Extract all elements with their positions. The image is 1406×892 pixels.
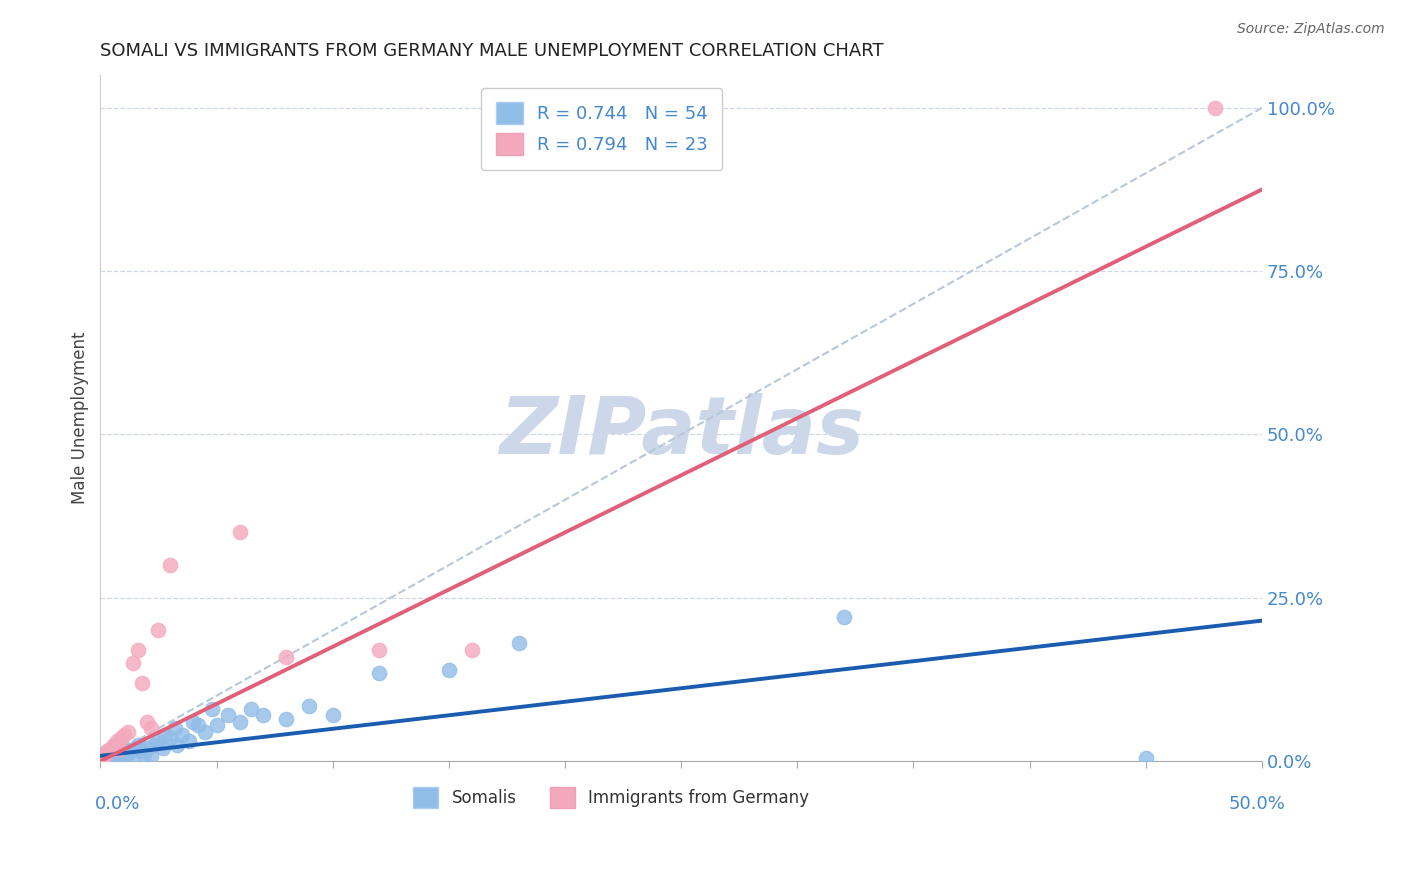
Point <box>141 722 163 736</box>
Point <box>105 734 128 748</box>
Point <box>135 741 157 756</box>
Point <box>166 738 188 752</box>
Point <box>194 724 217 739</box>
Point <box>1135 751 1157 765</box>
Point <box>96 744 118 758</box>
Point <box>240 702 263 716</box>
Point <box>112 747 135 762</box>
Point <box>181 714 204 729</box>
Point <box>110 746 132 760</box>
Point <box>201 702 224 716</box>
Point <box>112 741 135 756</box>
Point <box>368 643 391 657</box>
Point <box>229 525 252 540</box>
Point <box>142 738 165 752</box>
Point <box>124 742 146 756</box>
Point <box>461 643 484 657</box>
Point <box>368 665 391 680</box>
Point <box>108 742 131 756</box>
Point <box>91 751 114 765</box>
Point <box>832 610 855 624</box>
Point <box>177 734 200 748</box>
Point <box>94 747 117 762</box>
Text: 50.0%: 50.0% <box>1229 795 1285 814</box>
Point <box>108 748 131 763</box>
Text: SOMALI VS IMMIGRANTS FROM GERMANY MALE UNEMPLOYMENT CORRELATION CHART: SOMALI VS IMMIGRANTS FROM GERMANY MALE U… <box>100 42 884 60</box>
Point <box>135 714 157 729</box>
Point <box>152 741 174 756</box>
Point <box>159 558 181 573</box>
Point <box>105 742 128 756</box>
Point <box>127 643 149 657</box>
Point <box>322 708 344 723</box>
Point <box>112 728 135 742</box>
Point <box>148 734 170 748</box>
Y-axis label: Male Unemployment: Male Unemployment <box>72 332 89 504</box>
Point <box>101 744 124 758</box>
Point <box>155 728 177 742</box>
Point <box>117 724 139 739</box>
Point <box>229 714 252 729</box>
Point <box>205 718 228 732</box>
Point <box>148 624 170 638</box>
Text: ZIPatlas: ZIPatlas <box>499 392 863 471</box>
Point <box>276 712 298 726</box>
Text: 0.0%: 0.0% <box>94 795 141 814</box>
Point <box>187 718 209 732</box>
Point <box>103 738 125 752</box>
Point <box>298 698 321 713</box>
Point <box>94 748 117 763</box>
Point <box>1204 101 1226 115</box>
Point <box>98 748 121 763</box>
Point <box>103 751 125 765</box>
Point <box>110 731 132 746</box>
Point <box>127 738 149 752</box>
Point <box>98 742 121 756</box>
Point <box>91 751 114 765</box>
Point <box>108 744 131 758</box>
Point <box>96 747 118 762</box>
Point <box>217 708 239 723</box>
Legend: Somalis, Immigrants from Germany: Somalis, Immigrants from Germany <box>406 780 815 814</box>
Point <box>101 748 124 763</box>
Point <box>122 656 145 670</box>
Point <box>128 741 150 756</box>
Point <box>437 663 460 677</box>
Point <box>141 748 163 763</box>
Point <box>115 744 138 758</box>
Point <box>98 746 121 760</box>
Point <box>508 636 530 650</box>
Point <box>170 728 193 742</box>
Point <box>252 708 274 723</box>
Text: Source: ZipAtlas.com: Source: ZipAtlas.com <box>1237 22 1385 37</box>
Point <box>159 731 181 746</box>
Point <box>276 649 298 664</box>
Point <box>101 741 124 756</box>
Point <box>120 751 142 765</box>
Point <box>103 746 125 760</box>
Point <box>94 746 117 760</box>
Point <box>105 747 128 762</box>
Point <box>131 675 153 690</box>
Point <box>131 744 153 758</box>
Point <box>163 722 186 736</box>
Point <box>96 750 118 764</box>
Point <box>134 747 156 762</box>
Point <box>117 746 139 760</box>
